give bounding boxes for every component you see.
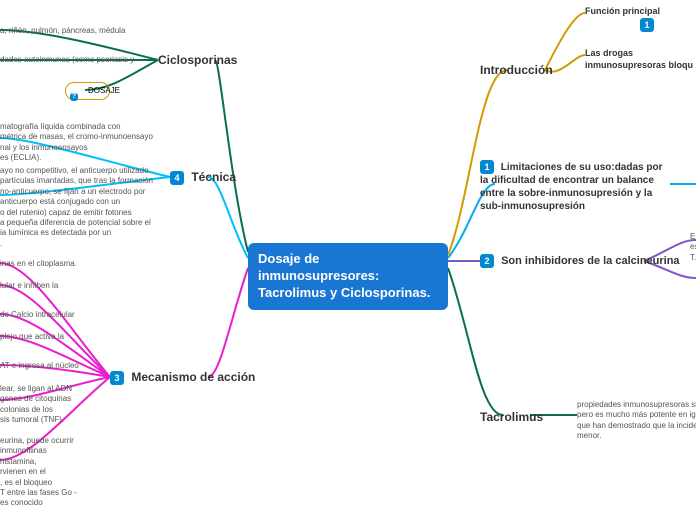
tecnica-text1: matografía líquida combinada con métrica… — [0, 122, 153, 164]
tecnica-text2: ayo no competitivo, el anticuerpo utiliz… — [0, 166, 153, 249]
tecnica-badge-icon: 4 — [170, 171, 184, 185]
ciclo-desc2: dades autoinmunes (como psoriasis y — [0, 55, 134, 65]
sub-drogas[interactable]: Las drogas inmunosupresoras bloqu — [585, 48, 696, 71]
node-ciclosporinas[interactable]: Ciclosporinas — [158, 53, 237, 67]
mecan-item-4: AT e ingresa al núcleo — [0, 361, 79, 371]
dosaje-q-icon: ? — [70, 93, 78, 101]
node-tecnica[interactable]: 4 Técnica — [170, 170, 236, 185]
node-mecanismo[interactable]: 3 Mecanismo de acción — [110, 370, 255, 385]
tacro-desc: propiedades inmunosupresoras similares a… — [577, 400, 696, 442]
center-node[interactable]: Dosaje de inmunosupresores: Tacrolimus y… — [248, 243, 448, 310]
node-inhibidores[interactable]: 2 Son inhibidores de la calcineurina — [480, 254, 680, 268]
node-limitaciones[interactable]: 1 Limitaciones de su uso:dadas por la di… — [480, 160, 670, 213]
node-tacrolimus[interactable]: Tacrolimus — [480, 410, 543, 424]
inhib-badge-icon: 2 — [480, 254, 494, 268]
limit-label: Limitaciones de su uso:dadas por la difi… — [480, 162, 662, 212]
mecan-item-2: de Calcio intracelular — [0, 310, 75, 320]
mecan-item-5: lear, se ligan al ADN genes de citoquina… — [0, 384, 72, 426]
sub-funcion-principal[interactable]: Función principal 1 — [585, 6, 696, 32]
mecan-item-1: lular e inhiben la — [0, 281, 58, 291]
mecan-item-6: eurina, puede ocurrir inmunofilinas hist… — [0, 436, 77, 509]
dosaje-label: DOSAJE — [88, 86, 120, 95]
mecan-badge-icon: 3 — [110, 371, 124, 385]
funcion-badge-icon: 1 — [640, 18, 654, 32]
tecnica-label: Técnica — [191, 170, 236, 184]
ciclo-desc1: a, riñón, pulmón, páncreas, médula — [0, 26, 125, 36]
inhib-label: Son inhibidores de la calcineurina — [501, 255, 680, 267]
mecan-label: Mecanismo de acción — [131, 370, 255, 384]
limit-badge-icon: 1 — [480, 160, 494, 174]
funcion-label: Función principal — [585, 6, 660, 16]
node-introduccion[interactable]: Introducción — [480, 63, 553, 77]
inhib-right-text: En está T. — [690, 232, 696, 263]
mecan-item-0: inas en el citoplasma. — [0, 259, 77, 269]
mecan-item-3: plejo que activa la — [0, 332, 64, 342]
dosaje-oval[interactable]: DOSAJE ? — [65, 82, 110, 100]
